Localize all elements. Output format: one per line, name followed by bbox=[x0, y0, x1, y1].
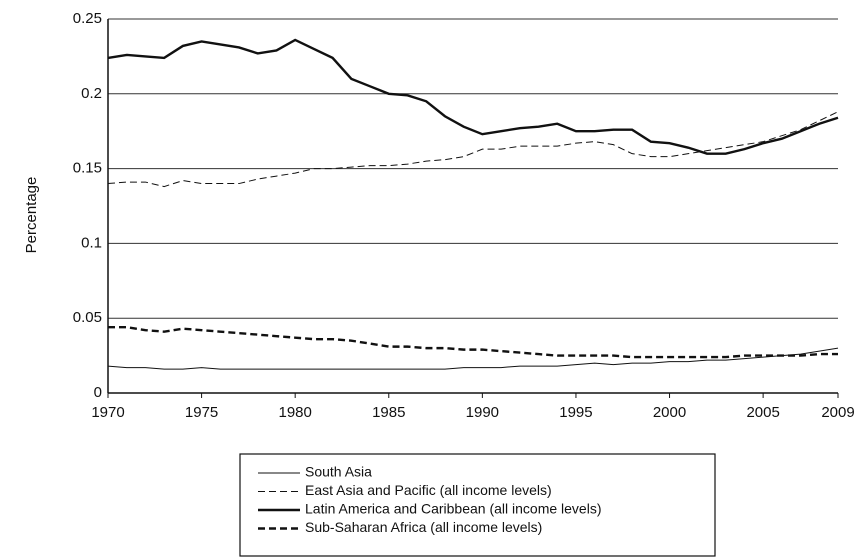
x-tick-label: 1980 bbox=[278, 404, 311, 421]
x-tick-label: 2005 bbox=[746, 404, 779, 421]
y-tick-label: 0.15 bbox=[73, 160, 102, 177]
series-line bbox=[107, 111, 839, 188]
series-line bbox=[108, 325, 838, 359]
x-tick-label: 1990 bbox=[466, 404, 499, 421]
x-tick-label: 2000 bbox=[653, 404, 686, 421]
legend-label: South Asia bbox=[305, 464, 372, 480]
x-tick-label: 1995 bbox=[559, 404, 592, 421]
legend-label: East Asia and Pacific (all income levels… bbox=[305, 482, 552, 498]
y-tick-label: 0.05 bbox=[73, 309, 102, 326]
y-tick-label: 0.1 bbox=[81, 234, 102, 251]
x-tick-label: 1985 bbox=[372, 404, 405, 421]
y-tick-label: 0 bbox=[94, 384, 102, 401]
x-tick-label: 2009 bbox=[821, 404, 854, 421]
legend-label: Sub-Saharan Africa (all income levels) bbox=[305, 519, 542, 535]
x-tick-label: 1975 bbox=[185, 404, 218, 421]
legend-box bbox=[239, 453, 716, 557]
legend-label: Latin America and Caribbean (all income … bbox=[305, 501, 601, 517]
y-tick-label: 0.2 bbox=[81, 85, 102, 102]
series-line bbox=[107, 38, 839, 155]
series-line bbox=[107, 347, 839, 370]
x-tick-label: 1970 bbox=[91, 404, 124, 421]
y-tick-label: 0.25 bbox=[73, 10, 102, 27]
y-axis-label: Percentage bbox=[23, 177, 40, 254]
